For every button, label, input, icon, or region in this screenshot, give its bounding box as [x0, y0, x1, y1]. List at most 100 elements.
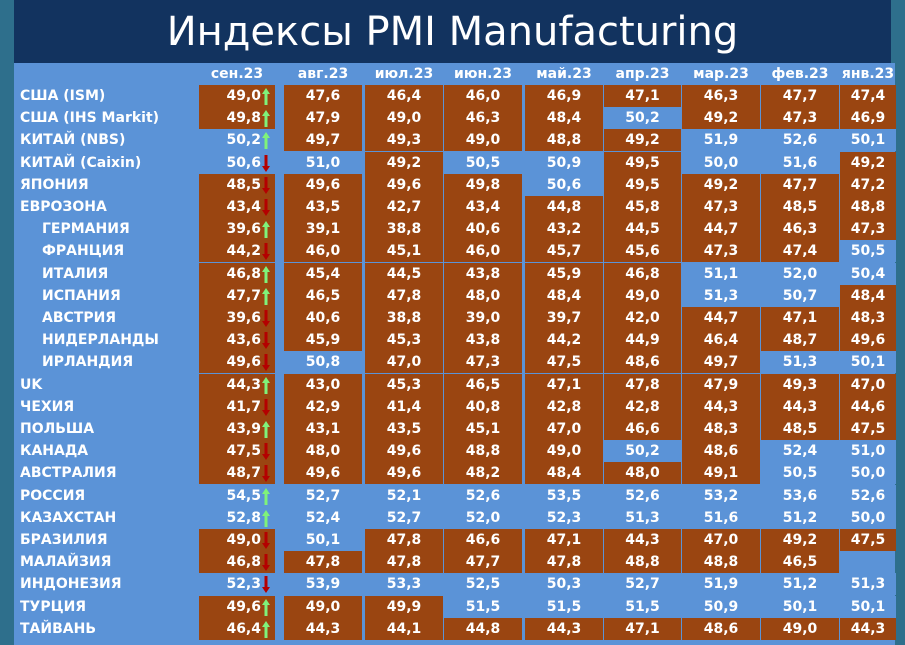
value-cell: 53,3 [365, 573, 443, 596]
value-cell: 48,0 [284, 440, 362, 463]
value-cell: 47,7 [761, 173, 839, 196]
table-row: США (ISM) 49,0 47,6 46,4 46,0 46,9 47,1 46,3 47,… [14, 85, 896, 107]
column-header: янв.23 [841, 66, 895, 82]
value-cell: 52,4 [284, 506, 362, 529]
value-cell: 50,5 [761, 462, 839, 485]
row-label: РОССИЯ [20, 487, 86, 504]
value-cell: 47,8 [284, 551, 362, 574]
value-cell: 43,8 [444, 329, 522, 352]
value-cell: 48,4 [840, 284, 896, 307]
value-cell: 44,7 [682, 307, 760, 329]
arrow-up-icon [262, 287, 270, 305]
value-cell: 39,6 [199, 218, 275, 241]
value-cell: 43,1 [284, 418, 362, 440]
value-cell: 48,8 [604, 551, 681, 574]
arrow-down-icon [262, 310, 270, 327]
arrow-down-icon [262, 443, 270, 461]
table-row: КАНАДА 47,5 48,0 49,6 48,8 49,0 50,2 48,6 52,4 51… [14, 440, 896, 463]
value-cell: 50,1 [840, 351, 896, 374]
value-cell: 49,1 [682, 462, 760, 485]
value-cell: 53,2 [682, 484, 760, 507]
value-cell: 46,9 [525, 85, 603, 107]
value-cell: 47,1 [525, 373, 603, 396]
row-label: ИНДОНЕЗИЯ [20, 576, 122, 593]
arrow-up-icon [262, 376, 270, 394]
value-cell: 47,5 [199, 440, 275, 463]
value-cell: 45,8 [604, 196, 681, 218]
value-cell: 43,5 [365, 418, 443, 440]
table-row: ИТАЛИЯ 46,8 45,4 44,5 43,8 45,9 46,8 51,1 52,0 50… [14, 262, 896, 285]
value-cell: 45,3 [365, 329, 443, 352]
value-cell: 49,3 [761, 373, 839, 396]
value-cell: 50,5 [444, 151, 522, 174]
value-cell: 47,3 [761, 107, 839, 130]
value-cell: 46,4 [199, 617, 275, 640]
chart-title: Индексы PMI Manufacturing [166, 9, 739, 55]
value-cell: 48,4 [525, 284, 603, 307]
table-row: БРАЗИЛИЯ 49,0 50,1 47,8 46,6 47,1 44,3 47,0 49,2… [14, 529, 896, 551]
value-cell: 51,5 [525, 595, 603, 618]
value-cell: 46,6 [604, 418, 681, 440]
value-cell: 47,7 [761, 85, 839, 107]
value-cell: 52,5 [444, 573, 522, 596]
value-cell: 50,1 [761, 595, 839, 618]
value-cell: 48,0 [444, 284, 522, 307]
value-cell: 48,2 [444, 462, 522, 485]
value-cell: 48,8 [682, 551, 760, 574]
value-cell: 47,0 [840, 373, 896, 396]
column-header: сен.23 [210, 66, 264, 82]
value-cell: 47,0 [682, 529, 760, 551]
value-cell: 51,6 [682, 506, 760, 529]
value-cell: 51,5 [604, 595, 681, 618]
value-cell: 48,5 [761, 196, 839, 218]
value-cell: 47,4 [761, 240, 839, 263]
table-row: КАЗАХСТАН 52,8 52,4 52,7 52,0 52,3 51,3 51,6 51,… [14, 506, 896, 529]
value-cell: 54,5 [199, 484, 275, 507]
column-header: май.23 [536, 66, 592, 82]
value-cell: 43,2 [525, 218, 603, 241]
value-cell: 47,0 [525, 418, 603, 440]
value-cell: 49,2 [682, 173, 760, 196]
value-cell: 49,2 [604, 129, 681, 152]
value-cell: 44,3 [284, 617, 362, 640]
value-cell: 47,8 [365, 551, 443, 574]
arrow-up-icon [262, 221, 270, 239]
table-row: КИТАЙ (Caixin) 50,6 51,0 49,2 50,5 50,9 49,5 50… [14, 151, 896, 174]
arrow-down-icon [262, 332, 270, 350]
value-cell: 46,4 [365, 85, 443, 107]
value-cell: 47,5 [525, 351, 603, 374]
value-cell: 43,9 [199, 418, 275, 440]
arrow-up-icon [262, 509, 270, 527]
value-cell: 49,7 [682, 351, 760, 374]
value-cell: 52,6 [840, 484, 896, 507]
value-cell: 50,3 [525, 573, 603, 596]
value-cell: 47,9 [284, 107, 362, 130]
value-cell: 49,3 [365, 129, 443, 152]
table-row: КИТАЙ (NBS) 50,2 49,7 49,3 49,0 48,8 49,2 51,9 5… [14, 129, 896, 152]
value-cell: 44,3 [761, 395, 839, 418]
table-row: ИНДОНЕЗИЯ 52,3 53,9 53,3 52,5 50,3 52,7 51,9 51,… [14, 573, 896, 596]
value-cell: 44,2 [199, 240, 275, 263]
value-cell: 47,0 [365, 351, 443, 374]
value-cell: 46,8 [604, 262, 681, 285]
row-label: ИТАЛИЯ [42, 265, 109, 282]
value-cell: 39,6 [199, 307, 275, 329]
value-cell: 43,4 [444, 196, 522, 218]
value-cell: 49,0 [761, 617, 839, 640]
value-cell: 51,3 [840, 573, 896, 596]
value-cell: 46,3 [444, 107, 522, 130]
table-row: UK 44,3 43,0 45,3 46,5 47,1 47,8 47,9 49,3 47,0 [14, 373, 896, 396]
value-cell: 49,6 [365, 462, 443, 485]
arrow-down-icon [262, 176, 270, 194]
value-cell: 44,6 [840, 395, 896, 418]
value-cell: 42,8 [525, 395, 603, 418]
value-cell: 44,5 [604, 218, 681, 241]
row-label: ГЕРМАНИЯ [42, 221, 130, 238]
table-row: МАЛАЙЗИЯ 46,8 47,8 47,8 47,7 47,8 48,8 48,8 46,5 [14, 551, 895, 574]
value-cell: 43,6 [199, 329, 275, 352]
row-label: ИРЛАНДИЯ [42, 354, 134, 371]
value-cell: 52,4 [761, 440, 839, 463]
value-cell: 50,6 [199, 151, 275, 174]
value-cell: 49,0 [365, 107, 443, 130]
arrow-down-icon [262, 398, 270, 416]
